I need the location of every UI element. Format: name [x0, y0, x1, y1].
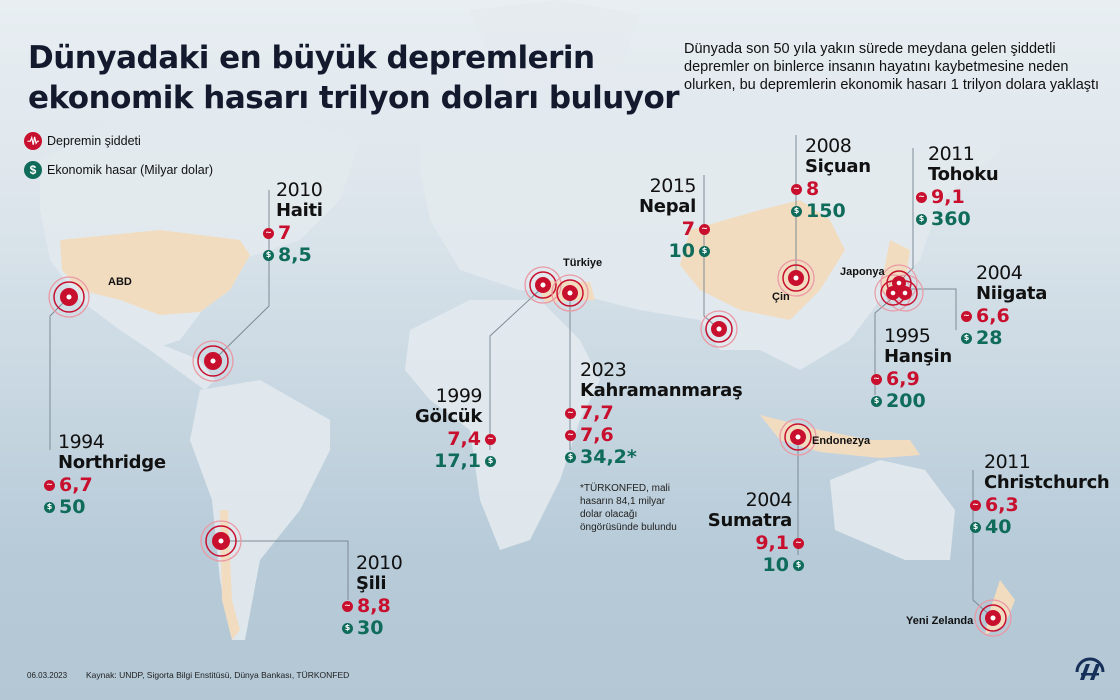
quake-tohoku: 2011 Tohoku ~9,1 $360: [916, 144, 999, 230]
seismograph-icon: ~: [916, 191, 927, 203]
country-label-japan: Japonya: [840, 266, 885, 278]
quake-nepal: 2015 Nepal 7 ~ 10 $: [610, 176, 710, 262]
magnitude: 7,7: [580, 402, 614, 424]
seismograph-icon: ~: [793, 537, 804, 549]
legend-item-damage: $ Ekonomik hasar (Milyar dolar): [24, 161, 213, 179]
magnitude: 6,6: [976, 305, 1010, 327]
damage: 34,2*: [580, 446, 637, 468]
quake-sicuan: 2008 Siçuan ~8 $150: [791, 136, 871, 222]
magnitude: 8: [806, 178, 820, 200]
legend: $ Ekonomik hasar (Milyar dolar): [24, 161, 213, 179]
seismograph-icon: ~: [44, 479, 55, 491]
dollar-icon: $: [24, 161, 42, 179]
quake-northridge: 1994 Northridge ~6,7 $50: [44, 432, 166, 518]
quake-kahramanmaras: 2023 Kahramanmaraş ~7,7 ~7,6 $34,2*: [565, 360, 743, 468]
magnitude: 6,7: [59, 474, 93, 496]
quake-sumatra: 2004 Sumatra 9,1 ~ 10 $: [700, 490, 804, 576]
dollar-icon: $: [871, 395, 882, 407]
damage: 30: [357, 617, 384, 639]
seismograph-icon: ~: [791, 183, 802, 195]
magnitude: 7: [681, 218, 695, 240]
seismograph-icon: ~: [565, 429, 576, 441]
country-label-china: Çin: [772, 291, 790, 303]
quake-niigata: 2004 Niigata ~6,6 $28: [961, 263, 1047, 349]
intro-text: Dünyada son 50 yıla yakın sürede meydana…: [684, 41, 1100, 93]
magnitude: 6,9: [886, 368, 920, 390]
magnitude: 9,1: [755, 532, 789, 554]
dollar-icon: $: [565, 451, 576, 463]
dollar-icon: $: [263, 249, 274, 261]
aa-logo-icon: [1075, 657, 1105, 680]
seismograph-icon: ~: [485, 433, 496, 445]
damage: 8,5: [278, 244, 312, 266]
damage: 17,1: [434, 450, 481, 472]
damage: 40: [985, 516, 1012, 538]
title-line-2: ekonomik hasarı trilyon doları buluyor: [28, 80, 680, 116]
footnote: *TÜRKONFED, mali hasarın 84,1 milyar dol…: [580, 483, 677, 533]
dollar-icon: $: [44, 501, 55, 513]
magnitude: 7,4: [447, 428, 481, 450]
quake-christchurch: 2011 Christchurch ~6,3 $40: [970, 452, 1110, 538]
title-line-1: Dünyadaki en büyük depremlerin: [28, 40, 595, 76]
seismograph-icon: ~: [871, 373, 882, 385]
damage: 360: [931, 208, 971, 230]
seismograph-icon: ~: [970, 499, 981, 511]
legend-item-severity: Depremin şiddeti: [24, 132, 141, 150]
seismograph-icon: [24, 132, 42, 150]
dollar-icon: $: [485, 455, 496, 467]
legend: Depremin şiddeti: [24, 132, 141, 150]
quake-sili: 2010 Şili ~8,8 $30: [342, 553, 403, 639]
country-label-indonesia: Endonezya: [812, 435, 871, 447]
country-label-usa: ABD: [108, 276, 132, 288]
damage: 50: [59, 496, 86, 518]
country-label-new-zealand: Yeni Zelanda: [906, 615, 974, 627]
quake-hansin: 1995 Hanşin ~6,9 $200: [871, 326, 952, 412]
dollar-icon: $: [699, 245, 710, 257]
seismograph-icon: ~: [699, 223, 710, 235]
dollar-icon: $: [791, 205, 802, 217]
publish-date: 06.03.2023: [27, 671, 68, 680]
seismograph-icon: ~: [961, 310, 972, 322]
quake-haiti: 2010 Haiti ~7 $8,5: [263, 180, 323, 266]
quake-golcuk: 1999 Gölcük 7,4 ~ 17,1 $: [396, 386, 496, 472]
page-title: Dünyadaki en büyük depremlerin ekonomik …: [28, 38, 680, 118]
country-label-turkey: Türkiye: [563, 257, 603, 269]
seismograph-icon: ~: [263, 227, 274, 239]
damage: 150: [806, 200, 846, 222]
source-text: Kaynak: UNDP, Sigorta Bilgi Enstitüsü, D…: [86, 670, 350, 680]
magnitude: 6,3: [985, 494, 1019, 516]
magnitude: 8,8: [357, 595, 391, 617]
magnitude: 9,1: [931, 186, 965, 208]
magnitude: 7: [278, 222, 292, 244]
seismograph-icon: ~: [342, 600, 353, 612]
damage: 28: [976, 327, 1003, 349]
damage: 10: [762, 554, 789, 576]
dollar-icon: $: [970, 521, 981, 533]
magnitude: 7,6: [580, 424, 614, 446]
dollar-icon: $: [342, 622, 353, 634]
dollar-icon: $: [793, 559, 804, 571]
damage: 10: [668, 240, 695, 262]
dollar-icon: $: [916, 213, 927, 225]
dollar-icon: $: [961, 332, 972, 344]
seismograph-icon: ~: [565, 407, 576, 419]
damage: 200: [886, 390, 926, 412]
